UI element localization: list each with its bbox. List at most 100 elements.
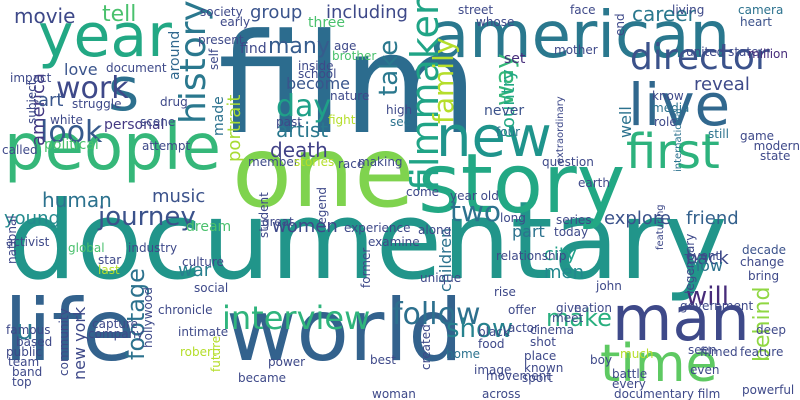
word-seen: seen	[688, 343, 717, 357]
word-day: day	[276, 89, 332, 124]
word-made: made	[211, 96, 227, 136]
word-legend: legend	[315, 187, 329, 228]
word-examine: examine	[368, 235, 420, 249]
word-game: game	[740, 129, 775, 143]
word-black: black	[478, 325, 510, 339]
word-subject: subject	[25, 80, 39, 125]
word-woman: woman	[372, 387, 416, 400]
word-face: face	[570, 3, 596, 17]
word-social: social	[194, 281, 229, 295]
word-early: early	[220, 15, 251, 29]
word-decade: decade	[742, 243, 786, 257]
word-race: race	[338, 157, 365, 171]
word-relationship: relationship	[496, 249, 567, 263]
word-war: war	[178, 260, 212, 281]
word-back: back	[686, 248, 729, 269]
word-look: look	[40, 115, 103, 150]
word-scene: scene	[140, 115, 176, 129]
word-new: new	[436, 105, 552, 170]
word-cinema: cinema	[530, 323, 574, 337]
word-still: still	[708, 127, 729, 141]
word-attempt: attempt	[142, 139, 191, 153]
word-role: role	[654, 115, 677, 129]
word-city: city	[544, 244, 577, 265]
word-company: company	[88, 327, 144, 341]
word-story: story	[418, 137, 626, 232]
word-hollywood: hollywood	[141, 287, 155, 348]
word-never: never	[484, 103, 525, 119]
word-culture: culture	[182, 255, 224, 269]
word-white: white	[50, 113, 83, 127]
word-experience: experience	[344, 221, 411, 235]
word-drug: drug	[160, 95, 188, 109]
word-society: society	[200, 5, 243, 19]
word-place: place	[524, 349, 557, 363]
word-struggle: struggle	[72, 97, 122, 111]
word-mother: mother	[554, 43, 598, 57]
word-famous: famous	[6, 323, 51, 337]
word-state: state	[760, 149, 791, 163]
word-filmed: filmed	[700, 345, 738, 359]
word-man: man	[612, 282, 750, 355]
word-know: know	[652, 89, 684, 103]
word-music: music	[152, 186, 206, 207]
word-million: million	[748, 47, 788, 61]
word-two: two	[450, 195, 502, 228]
word-capture: capture	[92, 317, 138, 331]
word-great: great	[262, 215, 294, 229]
word-team: team	[8, 355, 40, 369]
word-shot: shot	[530, 335, 556, 349]
word-school: school	[298, 67, 337, 81]
word-deep: deep	[756, 323, 786, 337]
word-inside: inside	[298, 59, 334, 73]
word-part: part	[512, 222, 545, 241]
word-international: international	[673, 108, 684, 172]
word-show: show	[446, 314, 514, 344]
word-s: s	[108, 55, 140, 125]
word-young: young	[4, 208, 60, 229]
word-student: student	[257, 192, 271, 238]
word-director: director	[630, 37, 770, 78]
word-top: top	[12, 375, 32, 389]
word-tell: tell	[102, 2, 137, 27]
word-work: work	[56, 71, 129, 106]
word-national: national	[5, 215, 19, 264]
word-much: much	[620, 347, 654, 361]
word-best: best	[370, 353, 396, 367]
word-bring: bring	[748, 269, 780, 283]
word-whose: whose	[476, 15, 515, 29]
word-heart: heart	[740, 15, 772, 29]
word-boy: boy	[590, 353, 613, 367]
word-band: band	[12, 365, 43, 379]
word-including: including	[326, 2, 408, 23]
word-world: world	[226, 281, 463, 381]
word-become: become	[286, 74, 351, 93]
word-last: last	[98, 263, 120, 277]
word-series: series	[556, 213, 592, 227]
word-meet: meet	[552, 311, 584, 325]
word-powerful: powerful	[742, 383, 795, 397]
word-now: now	[690, 256, 724, 275]
word-actor: actor	[508, 321, 539, 335]
word-end: end	[613, 13, 627, 36]
word-year: year	[38, 1, 172, 71]
word-united-state: united state	[686, 45, 759, 59]
word-will: will	[686, 282, 729, 312]
word-feature: feature	[740, 345, 784, 359]
word-three: three	[308, 15, 346, 31]
word-activist: activist	[6, 235, 50, 249]
word-nature: nature	[330, 89, 370, 103]
word-age: age	[334, 39, 357, 53]
word-known: known	[524, 361, 564, 375]
word-women: women	[272, 216, 338, 237]
word-movement: movement	[486, 369, 551, 383]
word-see: see	[390, 115, 412, 129]
word-member: member	[248, 155, 299, 169]
word-battle: battle	[612, 367, 648, 381]
word-friend: friend	[686, 208, 739, 229]
word-artist: artist	[276, 118, 329, 142]
word-earth: earth	[578, 176, 610, 190]
word-event: event	[686, 249, 721, 263]
word-john: john	[596, 279, 622, 293]
word-follow: follow	[392, 297, 481, 332]
